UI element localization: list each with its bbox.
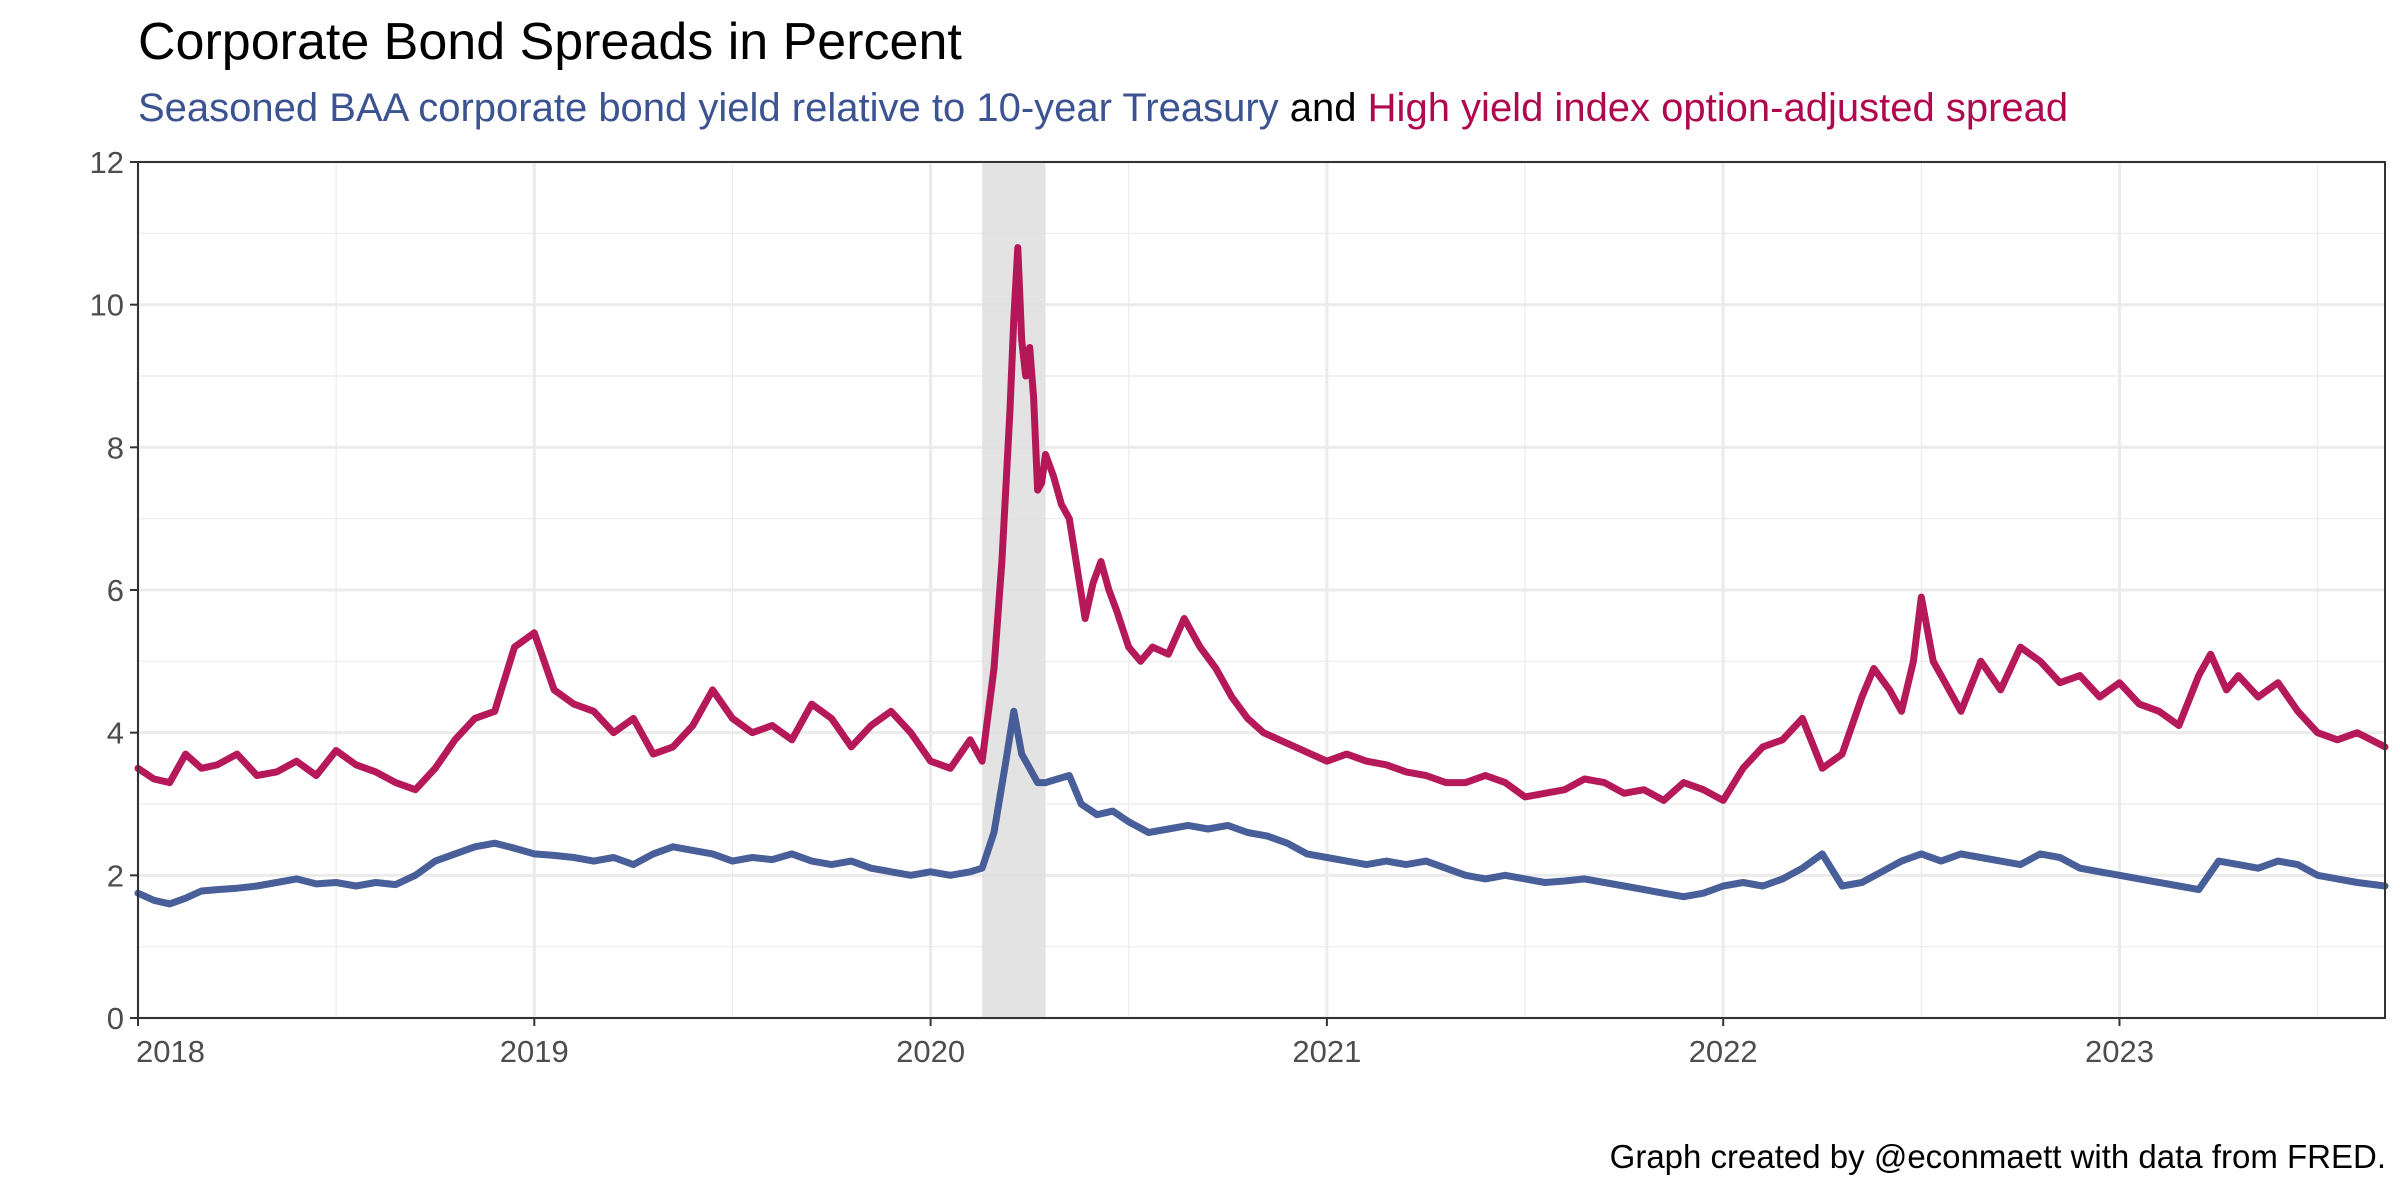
subtitle-hy-label: High yield index option-adjusted spread: [1367, 86, 2069, 130]
y-tick-label: 6: [107, 573, 124, 608]
x-tick-label: 2020: [896, 1034, 965, 1069]
chart-caption: Graph created by @econmaett with data fr…: [1609, 1138, 2386, 1175]
x-tick-label: 2021: [1292, 1034, 1361, 1069]
chart-title: Corporate Bond Spreads in Percent: [138, 13, 962, 71]
y-tick-label: 0: [107, 1001, 124, 1036]
x-tick-label: 2018: [136, 1034, 205, 1069]
y-tick-label: 8: [107, 430, 124, 465]
series-line-baa: [134, 707, 2389, 908]
y-tick-label: 4: [107, 716, 124, 751]
y-tick-label: 12: [90, 145, 124, 180]
y-tick-label: 2: [107, 858, 124, 893]
x-tick-label: 2022: [1689, 1034, 1758, 1069]
x-tick-label: 2019: [500, 1034, 569, 1069]
subtitle-connector: and: [1289, 86, 1357, 130]
x-tick-label: 2023: [2085, 1034, 2154, 1069]
y-tick-label: 10: [90, 288, 124, 323]
series-line-hy: [134, 244, 2389, 804]
chart-subtitle: Seasoned BAA corporate bond yield relati…: [138, 86, 2068, 131]
subtitle-baa-label: Seasoned BAA corporate bond yield relati…: [138, 86, 1279, 130]
